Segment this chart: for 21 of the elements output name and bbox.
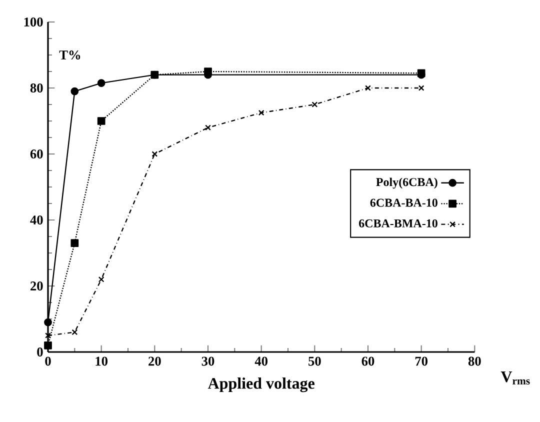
x-tick-label: 20 [148, 356, 161, 366]
legend-label: Poly(6CBA) [376, 178, 438, 189]
text: V$_{rms}$ [500, 372, 530, 384]
y-tick-label: 60 [30, 150, 43, 158]
x-tick-label: 80 [468, 356, 481, 366]
x-tick-label: 30 [202, 356, 214, 366]
y-tick-label: 40 [30, 216, 43, 224]
x-tick-label: 10 [96, 356, 108, 366]
y-tick-label: 100 [24, 18, 43, 26]
x-tick-label: 0 [45, 356, 51, 366]
y-tick-label: 80 [30, 84, 43, 92]
y-tick-label: 20 [30, 282, 43, 290]
x-tick-label: 40 [254, 356, 268, 366]
x-tick-label: 60 [362, 356, 374, 366]
y-axis-title: T% [59, 50, 80, 60]
x-tick-label: 70 [415, 356, 428, 366]
y-tick-label: 0 [37, 348, 43, 356]
x-tick-label: 50 [308, 356, 321, 366]
legend-label: 6CBA-BMA-10 [358, 219, 438, 228]
x-axis-title: Applied voltage [208, 378, 314, 392]
legend-label: 6CBA-BA-10 [370, 198, 438, 207]
